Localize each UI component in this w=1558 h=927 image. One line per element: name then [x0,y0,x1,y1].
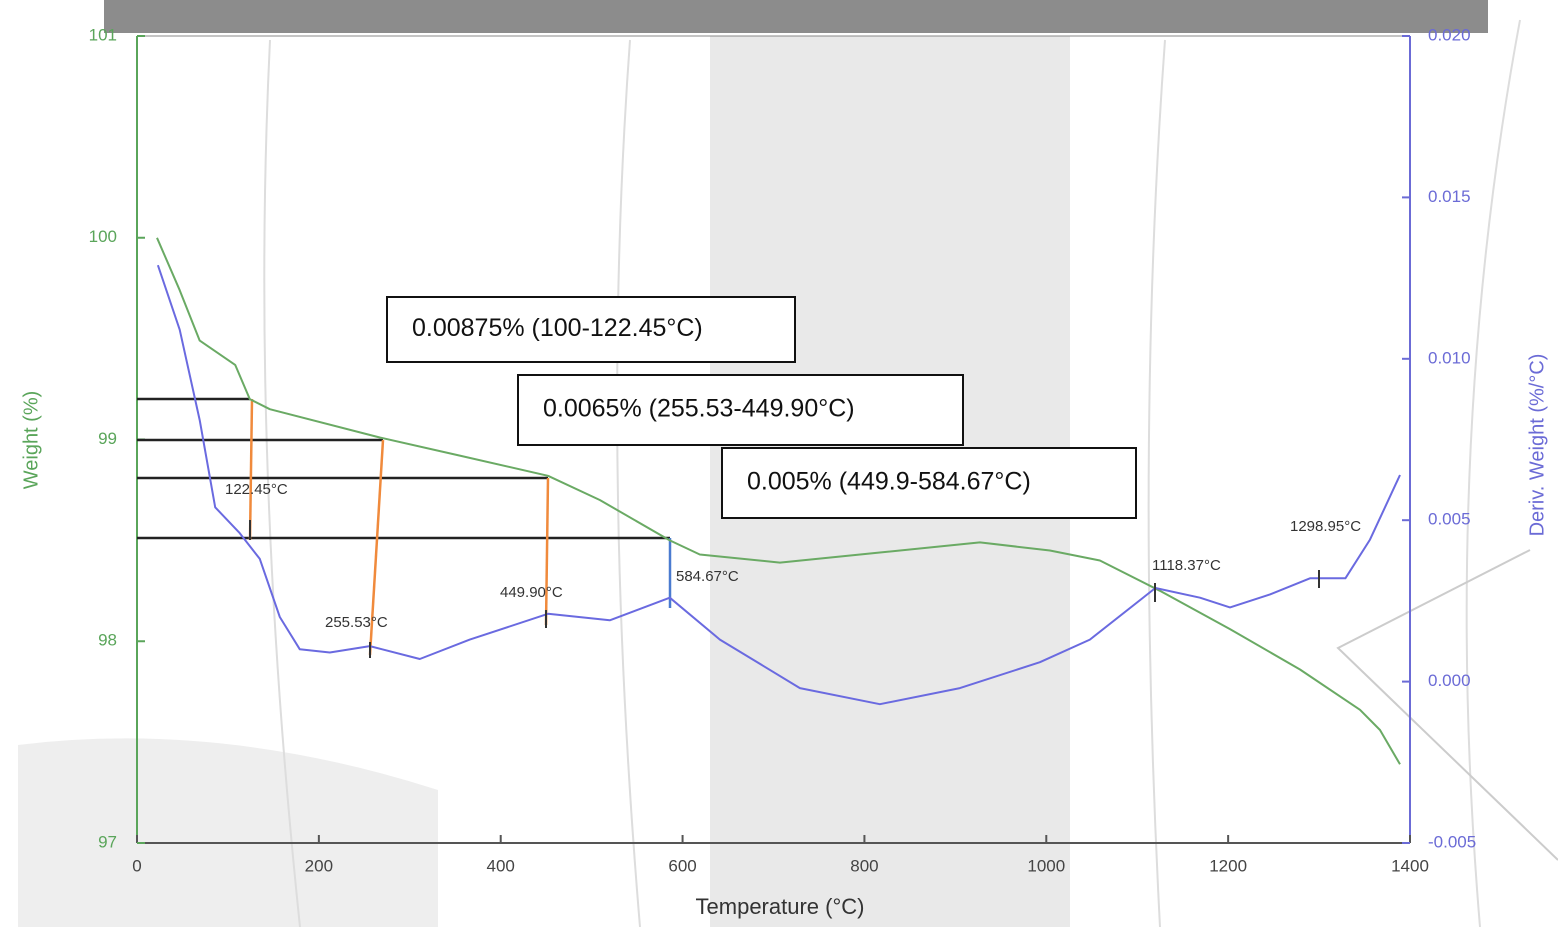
x-axis-label: Temperature (°C) [696,894,865,919]
peak-label: 449.90°C [500,584,563,601]
y2-tick-label: 0.015 [1428,187,1471,206]
annotation-text: 0.005% (449.9-584.67°C) [747,468,1031,496]
x-tick-label: 0 [132,856,141,875]
y-tick-label: 101 [89,25,117,44]
y2-tick-label: -0.005 [1428,832,1476,851]
y-tick-label: 100 [89,227,117,246]
y2-tick-label: 0.000 [1428,671,1471,690]
y-tick-label: 98 [98,631,117,650]
y2-axis-label: Deriv. Weight (%/°C) [1526,354,1548,537]
y2-tick-label: 0.005 [1428,510,1471,529]
peak-label: 122.45°C [225,481,288,498]
peak-label: 1298.95°C [1290,518,1361,535]
annotation-text: 0.0065% (255.53-449.90°C) [543,395,855,423]
y2-tick-label: 0.010 [1428,348,1471,367]
range-marker [546,478,548,625]
peak-label: 1118.37°C [1152,557,1221,574]
x-tick-label: 800 [850,856,878,875]
chart: Temperature (°C) Weight (%) Deriv. Weigh… [0,0,1558,927]
y-tick-label: 97 [98,832,117,851]
y2-tick-label: 0.020 [1428,25,1471,44]
x-tick-label: 1400 [1391,856,1429,875]
annotation-text: 0.00875% (100-122.45°C) [412,314,703,342]
y-tick-label: 99 [98,429,117,448]
x-tick-label: 1000 [1027,856,1065,875]
y-axis-label: Weight (%) [20,391,42,490]
x-tick-label: 600 [668,856,696,875]
x-tick-label: 400 [487,856,515,875]
peak-label: 255.53°C [325,614,388,631]
x-tick-label: 200 [305,856,333,875]
x-tick-label: 1200 [1209,856,1247,875]
range-marker [250,399,252,540]
peak-label: 584.67°C [676,568,739,585]
